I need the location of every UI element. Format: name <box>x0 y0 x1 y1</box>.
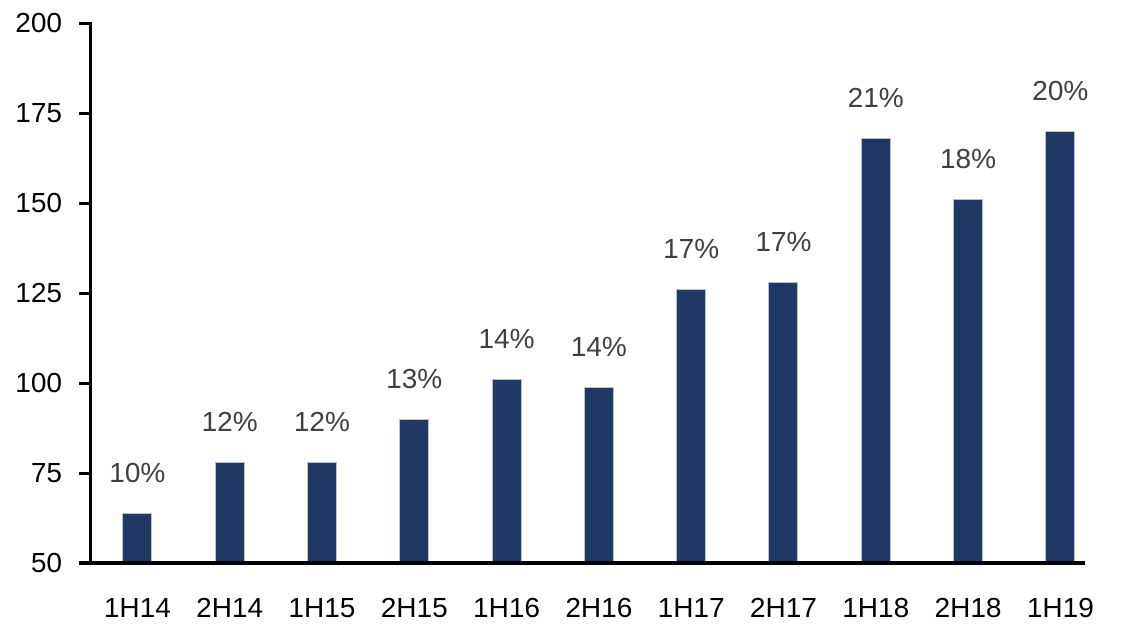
x-axis-label-1H14: 1H14 <box>103 592 171 623</box>
bar-1H14 <box>122 512 153 563</box>
x-axis-label-2H18: 2H18 <box>934 592 1002 623</box>
bar-2H18 <box>953 199 983 563</box>
y-axis-tick-mark <box>79 291 92 295</box>
bar-2H15 <box>399 419 430 563</box>
bar-2H17 <box>768 282 799 563</box>
data-label-1H14: 10% <box>109 456 166 488</box>
y-axis-tick-mark <box>79 111 92 115</box>
x-axis-label-1H17: 1H17 <box>657 592 725 623</box>
bar-1H19 <box>1045 131 1076 563</box>
x-axis-label-2H14: 2H14 <box>196 592 264 623</box>
x-axis-label-2H15: 2H15 <box>380 592 448 623</box>
y-axis-tick-label: 175 <box>15 97 62 128</box>
y-axis-tick-label: 125 <box>15 277 62 308</box>
data-label-1H19: 20% <box>1032 75 1089 106</box>
bar-2H14 <box>214 462 245 563</box>
x-axis-label-2H16: 2H16 <box>565 592 633 623</box>
data-label-2H16: 14% <box>570 330 627 362</box>
data-label-2H14: 12% <box>201 406 258 438</box>
x-axis-label-1H16: 1H16 <box>473 592 540 623</box>
data-label-1H15: 12% <box>293 406 350 438</box>
y-axis-tick-label: 200 <box>15 7 62 38</box>
x-axis-label-2H17: 2H17 <box>749 592 817 623</box>
x-axis-label-1H15: 1H15 <box>288 592 356 623</box>
x-axis-label-1H19: 1H19 <box>1026 592 1094 623</box>
y-axis-tick-mark <box>79 471 92 475</box>
y-axis-tick-label: 100 <box>15 367 62 398</box>
bar-1H18 <box>860 138 891 563</box>
y-axis-tick-label: 75 <box>30 457 62 488</box>
data-label-2H17: 17% <box>755 226 812 258</box>
y-axis-tick-mark <box>79 21 92 25</box>
bar-1H16 <box>491 379 522 563</box>
x-axis-line <box>79 561 1085 565</box>
bar-2H16 <box>583 386 614 563</box>
bar-1H15 <box>306 462 337 563</box>
y-axis-tick-mark <box>79 201 92 205</box>
data-label-1H16: 14% <box>478 323 535 355</box>
data-label-1H18: 21% <box>847 82 904 114</box>
data-label-2H15: 13% <box>386 363 443 394</box>
y-axis-tick-label: 150 <box>15 187 62 218</box>
y-axis-tick-label: 50 <box>30 547 62 578</box>
data-label-1H17: 17% <box>663 233 720 265</box>
bar-1H17 <box>676 289 707 563</box>
x-axis-label-1H18: 1H18 <box>842 592 910 623</box>
y-axis-tick-mark <box>79 381 92 385</box>
data-label-2H18: 18% <box>939 143 997 175</box>
